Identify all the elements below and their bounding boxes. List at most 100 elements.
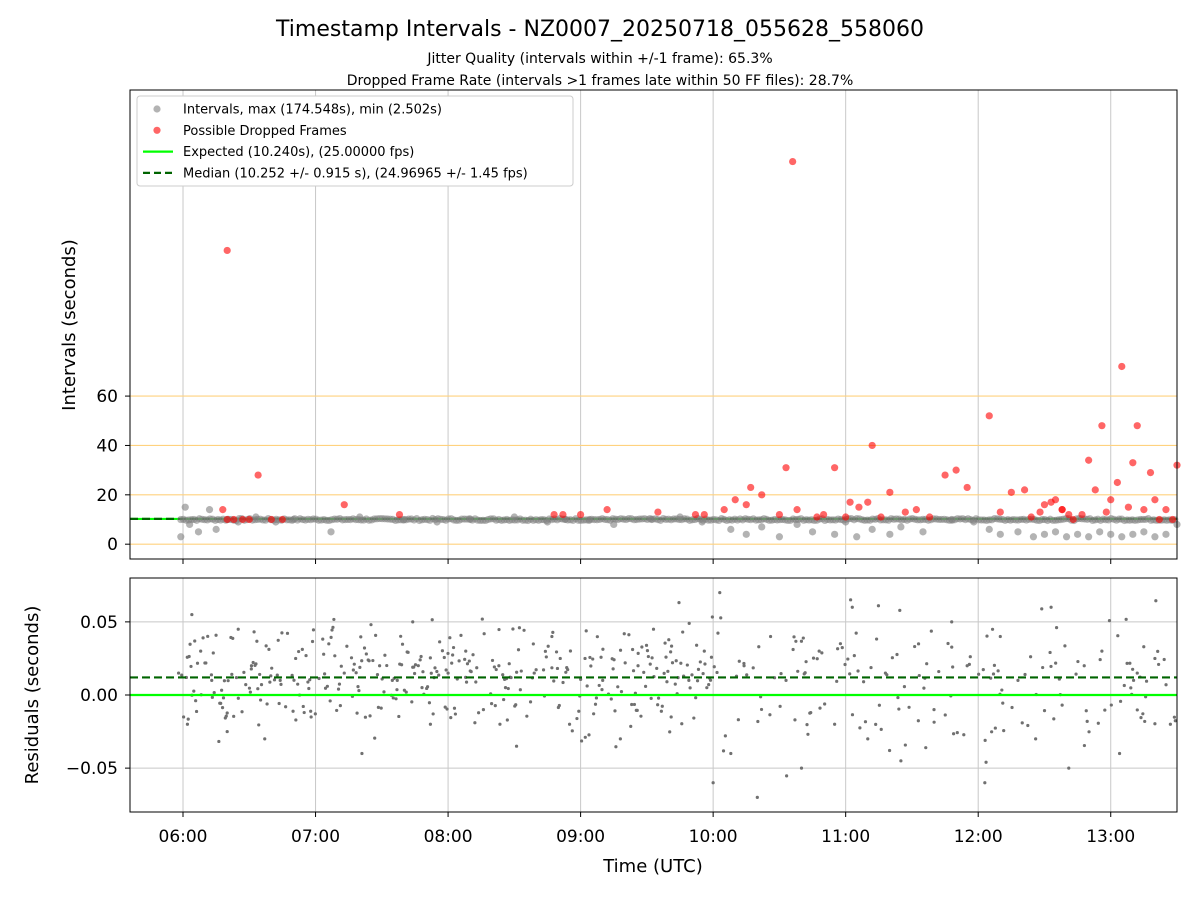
residual-point: [584, 629, 588, 633]
dropped-frame-point: [1162, 506, 1170, 514]
residual-point: [516, 648, 521, 652]
legend-marker: [153, 105, 161, 113]
residual-point: [317, 676, 321, 681]
chart-subtitle-1: Jitter Quality (intervals within +/-1 fr…: [426, 51, 772, 67]
residual-point: [374, 633, 378, 637]
residual-point: [531, 642, 535, 646]
residual-point: [662, 671, 666, 675]
residual-point: [464, 649, 468, 653]
residual-point: [815, 657, 819, 661]
interval-point: [793, 520, 801, 529]
residual-point: [221, 696, 226, 700]
residual-point: [742, 661, 746, 666]
residual-point: [951, 732, 956, 736]
residual-point: [294, 656, 298, 661]
residual-point: [670, 661, 675, 665]
residual-point: [410, 700, 414, 704]
residual-point: [950, 645, 954, 649]
residual-point: [618, 737, 622, 741]
residual-point: [276, 638, 280, 642]
residual-point: [489, 702, 494, 706]
residual-point: [480, 617, 484, 621]
residual-point: [630, 702, 634, 707]
residual-point: [703, 662, 707, 666]
interval-point: [1107, 530, 1115, 538]
residual-point: [351, 668, 355, 672]
residual-point: [210, 695, 214, 699]
residual-point: [1125, 661, 1129, 665]
residual-point: [195, 661, 200, 665]
residual-point: [992, 663, 997, 667]
dropped-frame-point: [985, 412, 993, 420]
interval-point: [1118, 533, 1126, 541]
residual-point: [687, 621, 691, 625]
residual-point: [984, 760, 988, 764]
residual-point: [445, 707, 449, 711]
residual-point: [267, 647, 271, 651]
residual-point: [1001, 701, 1005, 705]
residual-point: [757, 645, 761, 649]
residual-point: [1141, 712, 1145, 716]
residual-point: [665, 680, 669, 684]
residual-point: [887, 748, 892, 753]
dropped-frame-point: [700, 510, 708, 519]
residual-point: [1109, 703, 1113, 707]
residual-point: [629, 724, 633, 728]
residual-point: [668, 730, 672, 734]
dropped-frame-point: [559, 510, 567, 519]
residual-point: [391, 696, 395, 700]
residual-point: [594, 696, 599, 700]
residual-point: [259, 683, 264, 687]
residual-point: [437, 673, 441, 677]
residual-point: [390, 678, 394, 682]
residual-point: [850, 713, 855, 717]
residual-point: [368, 714, 372, 718]
residual-point: [514, 744, 519, 748]
residual-point: [751, 666, 755, 670]
dropped-frame-point: [1155, 515, 1163, 524]
residual-point: [206, 634, 210, 638]
residual-point: [249, 667, 253, 671]
residual-point: [193, 639, 197, 643]
residual-point: [297, 649, 301, 654]
residual-point: [577, 709, 581, 713]
interval-point: [1051, 528, 1060, 536]
residual-point: [817, 649, 821, 653]
residual-point: [1082, 743, 1087, 748]
residual-point: [425, 685, 430, 689]
residual-point: [1010, 705, 1014, 710]
residual-point: [349, 656, 354, 660]
residual-point: [232, 714, 236, 718]
residual-point: [583, 656, 587, 661]
dropped-frame-point: [963, 483, 971, 492]
residual-point: [716, 631, 720, 635]
dropped-frame-point: [267, 515, 275, 524]
intervals-y-tick-label: 60: [96, 387, 118, 407]
dropped-frame-point: [691, 510, 700, 519]
residual-point: [705, 686, 709, 690]
residual-point: [404, 690, 408, 694]
residual-point: [325, 684, 329, 688]
residual-point: [692, 716, 696, 720]
residual-point: [896, 695, 900, 700]
residual-point: [541, 668, 546, 672]
residual-point: [1117, 751, 1122, 756]
residual-point: [636, 664, 640, 668]
residual-point: [655, 666, 659, 670]
residual-point: [685, 663, 689, 667]
residual-point: [1144, 679, 1149, 683]
dropped-frame-point: [577, 510, 585, 519]
dropped-frame-point: [1124, 503, 1133, 511]
residual-point: [383, 653, 387, 657]
intervals-points: [177, 157, 1181, 541]
residual-point: [1131, 667, 1135, 671]
interval-point: [610, 520, 618, 529]
interval-point: [897, 523, 905, 531]
residual-point: [651, 627, 656, 631]
residual-point: [187, 654, 191, 659]
residual-point: [244, 682, 248, 687]
intervals-y-tick-label: 20: [96, 486, 118, 506]
residual-point: [723, 734, 727, 738]
interval-point: [1040, 530, 1049, 538]
residual-point: [345, 644, 349, 648]
